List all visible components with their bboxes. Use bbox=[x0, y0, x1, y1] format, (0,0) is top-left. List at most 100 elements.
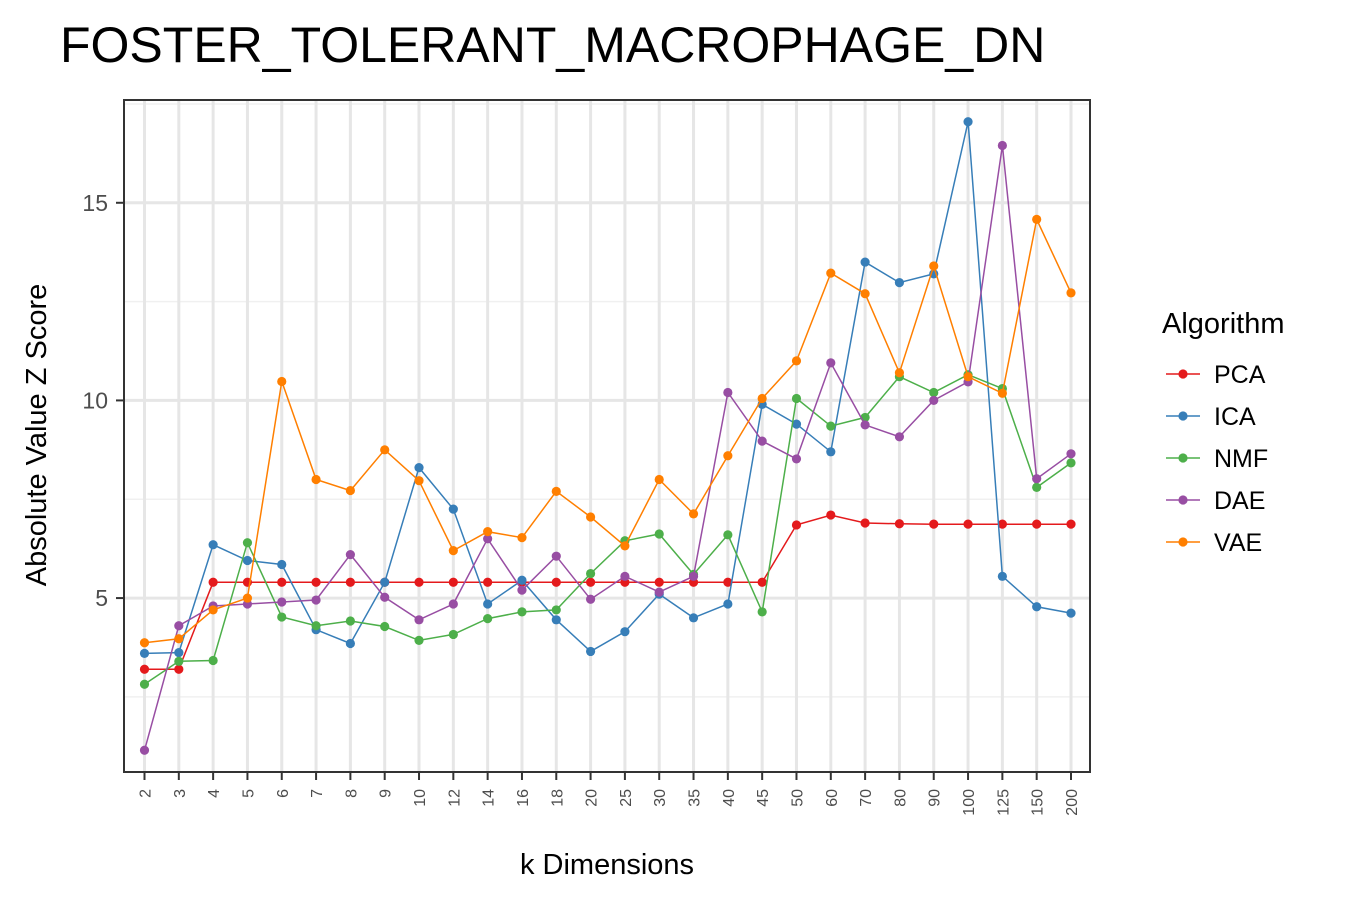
x-tick-label: 125 bbox=[995, 789, 1012, 816]
series-layer bbox=[139, 117, 1076, 755]
data-point-nmf bbox=[139, 679, 150, 689]
data-point-pca bbox=[483, 577, 493, 587]
data-point-dae bbox=[688, 571, 699, 581]
plot-background bbox=[124, 100, 1090, 772]
chart-title: FOSTER_TOLERANT_MACROPHAGE_DN bbox=[60, 17, 1045, 73]
data-point-nmf bbox=[654, 529, 664, 539]
data-point-dae bbox=[860, 420, 870, 430]
data-point-ica bbox=[174, 648, 184, 658]
data-point-nmf bbox=[723, 530, 733, 540]
data-point-vae bbox=[826, 268, 836, 278]
series-line-pca bbox=[144, 514, 1071, 670]
x-tick-label: 100 bbox=[961, 789, 978, 816]
x-tick-label: 70 bbox=[858, 789, 875, 807]
data-point-vae bbox=[620, 541, 630, 551]
data-point-ica bbox=[688, 613, 699, 623]
data-point-ica bbox=[277, 559, 287, 570]
data-point-pca bbox=[723, 577, 733, 587]
data-point-vae bbox=[345, 485, 355, 496]
data-point-ica bbox=[139, 648, 150, 659]
x-tick-label: 8 bbox=[343, 789, 360, 798]
data-point-ica bbox=[242, 555, 253, 566]
data-point-pca bbox=[894, 519, 905, 529]
x-tick-label: 25 bbox=[618, 789, 635, 807]
x-tick-label: 45 bbox=[755, 789, 772, 807]
data-point-dae bbox=[277, 597, 287, 607]
data-point-vae bbox=[654, 474, 664, 485]
x-tick-label: 3 bbox=[172, 789, 189, 798]
data-point-nmf bbox=[414, 635, 424, 645]
data-point-vae bbox=[1066, 288, 1076, 298]
data-point-ica bbox=[448, 504, 458, 514]
data-point-nmf bbox=[174, 656, 184, 666]
legend-marker-ica bbox=[1178, 411, 1188, 421]
data-point-vae bbox=[860, 289, 870, 299]
data-point-dae bbox=[1066, 449, 1076, 459]
data-point-nmf bbox=[585, 568, 596, 579]
data-point-dae bbox=[311, 595, 321, 605]
data-point-nmf bbox=[791, 393, 802, 404]
series-line-vae bbox=[144, 217, 1072, 644]
data-point-ica bbox=[1066, 608, 1076, 618]
x-tick-label: 150 bbox=[1030, 789, 1047, 816]
data-point-vae bbox=[517, 532, 527, 543]
x-tick-label: 7 bbox=[309, 789, 326, 798]
data-point-pca bbox=[345, 577, 355, 587]
data-point-vae bbox=[997, 388, 1007, 398]
data-point-dae bbox=[997, 140, 1007, 151]
data-point-ica bbox=[414, 463, 424, 473]
data-point-vae bbox=[483, 527, 493, 537]
legend: Algorithm PCA ICA NMF DAE VAE bbox=[1162, 308, 1285, 557]
data-point-dae bbox=[826, 358, 836, 368]
data-point-ica bbox=[345, 638, 355, 649]
x-tick-label: 2 bbox=[138, 789, 155, 798]
data-point-nmf bbox=[757, 607, 767, 617]
x-tick-label: 30 bbox=[652, 789, 669, 807]
data-point-pca bbox=[311, 577, 321, 587]
x-tick-label: 40 bbox=[721, 789, 738, 807]
data-point-dae bbox=[1032, 474, 1042, 484]
data-point-pca bbox=[139, 664, 150, 674]
data-point-nmf bbox=[208, 655, 218, 666]
data-point-ica bbox=[894, 278, 905, 288]
data-point-vae bbox=[551, 486, 561, 496]
data-point-vae bbox=[208, 605, 218, 615]
data-point-pca bbox=[174, 664, 184, 674]
legend-label-nmf: NMF bbox=[1214, 445, 1268, 473]
x-tick-label: 9 bbox=[378, 789, 395, 798]
data-point-ica bbox=[620, 627, 630, 637]
data-point-ica bbox=[585, 646, 596, 657]
data-point-vae bbox=[448, 546, 458, 556]
data-point-pca bbox=[1032, 519, 1042, 529]
data-point-vae bbox=[963, 372, 973, 382]
data-point-nmf bbox=[1032, 482, 1042, 492]
data-point-pca bbox=[414, 577, 424, 587]
legend-marker-dae bbox=[1178, 495, 1188, 505]
data-point-pca bbox=[654, 577, 664, 587]
data-point-dae bbox=[139, 745, 150, 755]
data-point-pca bbox=[551, 577, 561, 587]
data-point-pca bbox=[448, 577, 458, 587]
x-tick-label: 16 bbox=[515, 789, 532, 807]
data-point-dae bbox=[551, 551, 561, 561]
data-point-nmf bbox=[242, 538, 253, 548]
data-point-dae bbox=[174, 621, 184, 631]
series-line-ica bbox=[144, 121, 1072, 655]
y-axis-title: Absolute Value Z Score bbox=[21, 284, 53, 587]
data-point-dae bbox=[380, 592, 390, 602]
x-tick-label: 18 bbox=[549, 789, 566, 807]
data-point-ica bbox=[997, 571, 1007, 581]
data-point-pca bbox=[791, 520, 802, 530]
data-point-dae bbox=[929, 395, 939, 406]
data-point-pca bbox=[757, 577, 767, 587]
x-tick-label: 50 bbox=[790, 789, 807, 807]
x-tick-label: 14 bbox=[481, 789, 498, 807]
data-point-ica bbox=[723, 599, 733, 609]
data-point-nmf bbox=[483, 614, 493, 624]
data-point-vae bbox=[723, 451, 733, 461]
data-point-vae bbox=[1032, 214, 1042, 224]
data-point-nmf bbox=[517, 607, 527, 617]
legend-marker-pca bbox=[1178, 369, 1188, 379]
data-point-vae bbox=[242, 593, 253, 603]
